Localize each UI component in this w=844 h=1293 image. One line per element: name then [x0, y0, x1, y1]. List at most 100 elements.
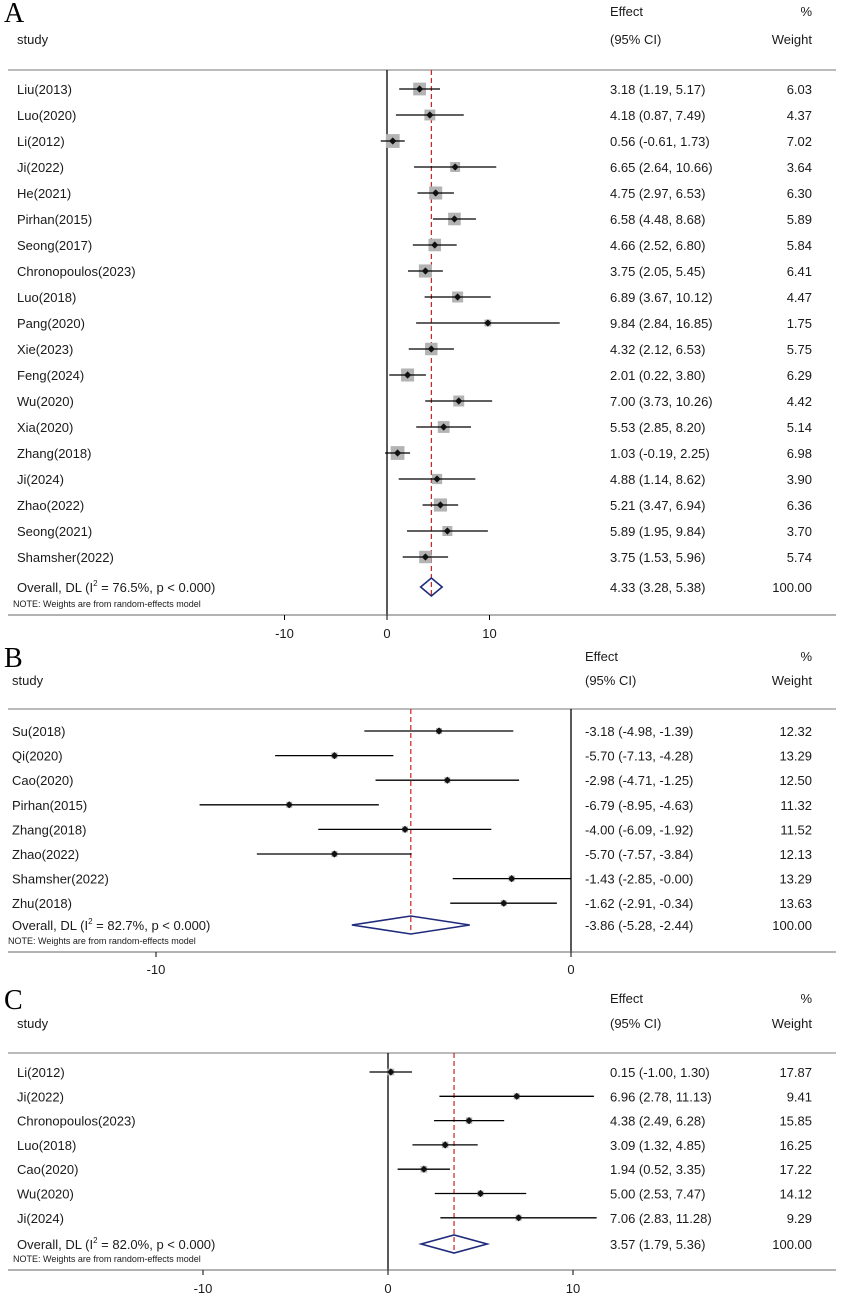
effect-ci-value: -5.70 (-7.57, -3.84): [585, 847, 693, 862]
study-row: Qi(2020) -5.70 (-7.13, -4.28) 13.29: [12, 749, 812, 764]
study-row: Seong(2021) 5.89 (1.95, 9.84) 3.70: [17, 524, 812, 539]
point-marker: [435, 727, 443, 735]
weight-value: 5.89: [787, 212, 812, 227]
overall-label-superscript: 2: [93, 1236, 98, 1245]
study-row: Wu(2020) 5.00 (2.53, 7.47) 14.12: [17, 1187, 812, 1202]
point-marker: [432, 189, 440, 197]
effect-ci-value: 5.53 (2.85, 8.20): [610, 420, 705, 435]
effect-ci-value: 6.65 (2.64, 10.66): [610, 160, 713, 175]
study-name: Xie(2023): [17, 342, 73, 357]
point-marker: [420, 1165, 428, 1173]
study-name: Pang(2020): [17, 316, 85, 331]
study-name: Chronopoulos(2023): [17, 264, 136, 279]
weight-value: 3.64: [787, 160, 812, 175]
weight-value: 6.03: [787, 82, 812, 97]
x-tick-label: -10: [194, 1281, 213, 1293]
weight-value: 11.32: [780, 798, 812, 813]
overall-label: Overall, DL (I2 = 82.7%, p < 0.000): [12, 917, 210, 933]
study-row: Zhao(2022) 5.21 (3.47, 6.94) 6.36: [17, 498, 812, 513]
study-name: Zhang(2018): [17, 446, 91, 461]
point-marker: [431, 241, 439, 249]
study-row: Shamsher(2022) -1.43 (-2.85, -0.00) 13.29: [12, 872, 812, 887]
effect-ci-value: 7.06 (2.83, 11.28): [610, 1211, 712, 1226]
effect-ci-value: 4.32 (2.12, 6.53): [610, 342, 705, 357]
x-tick-label: 10: [566, 1281, 580, 1293]
weights-note: NOTE: Weights are from random-effects mo…: [13, 1254, 201, 1264]
point-marker: [508, 875, 516, 883]
overall-label: Overall, DL (I2 = 76.5%, p < 0.000): [17, 579, 215, 595]
effect-ci-value: 1.03 (-0.19, 2.25): [610, 446, 710, 461]
point-marker: [440, 423, 448, 431]
effect-ci-value: -6.79 (-8.95, -4.63): [585, 798, 693, 813]
weight-value: 17.87: [779, 1065, 812, 1080]
header-effect: Effect: [585, 649, 618, 664]
panel-letter: C: [4, 985, 23, 1016]
weight-value: 15.85: [779, 1114, 812, 1129]
weight-value: 4.42: [787, 394, 812, 409]
weights-note: NOTE: Weights are from random-effects mo…: [8, 936, 196, 946]
effect-ci-value: 4.66 (2.52, 6.80): [610, 238, 705, 253]
header-study: study: [17, 1016, 49, 1031]
x-tick-label: 10: [482, 626, 496, 641]
weight-value: 6.36: [787, 498, 812, 513]
point-marker: [441, 1141, 449, 1149]
point-marker: [500, 899, 508, 907]
weight-value: 6.98: [787, 446, 812, 461]
effect-ci-value: 6.89 (3.67, 10.12): [610, 290, 713, 305]
study-name: Cao(2020): [17, 1162, 78, 1177]
weight-value: 9.41: [787, 1089, 812, 1104]
x-tick-label: -10: [275, 626, 294, 641]
study-name: Shamsher(2022): [17, 550, 114, 565]
study-name: Ji(2022): [17, 1089, 64, 1104]
header-percent: %: [800, 991, 812, 1006]
study-row: Luo(2020) 4.18 (0.87, 7.49) 4.37: [17, 108, 812, 123]
overall-ci-value: -3.86 (-5.28, -2.44): [585, 918, 693, 933]
effect-ci-value: -1.62 (-2.91, -0.34): [585, 896, 693, 911]
point-marker: [436, 501, 445, 509]
effect-ci-value: 5.89 (1.95, 9.84): [610, 524, 705, 539]
effect-ci-value: 0.56 (-0.61, 1.73): [610, 134, 710, 149]
overall-label-text: Overall, DL (I: [17, 580, 93, 595]
point-marker: [443, 776, 451, 784]
overall-label: Overall, DL (I2 = 82.0%, p < 0.000): [17, 1236, 215, 1252]
point-marker: [415, 85, 424, 93]
study-name: Zhu(2018): [12, 896, 72, 911]
forest-panel-a: A Effect % study (95% CI) Weight Liu(2013) 3.18…: [4, 0, 836, 641]
header-study: study: [17, 32, 49, 47]
overall-diamond: [419, 576, 444, 598]
effect-ci-value: 0.15 (-1.00, 1.30): [610, 1065, 710, 1080]
study-row: Wu(2020) 7.00 (3.73, 10.26) 4.42: [17, 394, 812, 409]
point-marker: [454, 293, 462, 301]
point-marker: [443, 527, 451, 535]
study-name: Ji(2022): [17, 160, 64, 175]
weight-value: 9.29: [787, 1211, 812, 1226]
point-marker: [450, 215, 459, 223]
study-name: Su(2018): [12, 724, 65, 739]
point-marker: [387, 1068, 395, 1076]
overall-diamond: [418, 1234, 491, 1254]
weight-value: 12.50: [779, 773, 812, 788]
study-name: Zhao(2022): [17, 498, 84, 513]
overall-ci-value: 4.33 (3.28, 5.38): [610, 580, 705, 595]
study-row: Shamsher(2022) 3.75 (1.53, 5.96) 5.74: [17, 550, 812, 565]
study-row: Zhang(2018) -4.00 (-6.09, -1.92) 11.52: [12, 822, 812, 837]
weight-value: 12.13: [779, 847, 812, 862]
overall-label-text: Overall, DL (I: [17, 1237, 93, 1252]
weight-value: 13.63: [779, 896, 812, 911]
x-tick-label: -10: [147, 962, 166, 977]
forest-panel-c: C Effect % study (95% CI) Weight Li(2012) 0.15 …: [4, 985, 836, 1293]
study-name: Liu(2013): [17, 82, 72, 97]
study-name: Luo(2020): [17, 108, 76, 123]
study-row: Luo(2018) 6.89 (3.67, 10.12) 4.47: [17, 290, 812, 305]
study-row: Pirhan(2015) 6.58 (4.48, 8.68) 5.89: [17, 212, 812, 227]
study-name: Seong(2017): [17, 238, 92, 253]
study-row: Ji(2022) 6.96 (2.78, 11.13) 9.41: [17, 1089, 812, 1104]
effect-ci-value: -5.70 (-7.13, -4.28): [585, 749, 693, 764]
point-marker: [330, 752, 339, 760]
weight-value: 12.32: [779, 724, 812, 739]
effect-ci-value: 7.00 (3.73, 10.26): [610, 394, 713, 409]
study-name: Ji(2024): [17, 1211, 64, 1226]
study-name: He(2021): [17, 186, 71, 201]
study-row: Seong(2017) 4.66 (2.52, 6.80) 5.84: [17, 238, 812, 253]
study-name: Luo(2018): [17, 1138, 76, 1153]
